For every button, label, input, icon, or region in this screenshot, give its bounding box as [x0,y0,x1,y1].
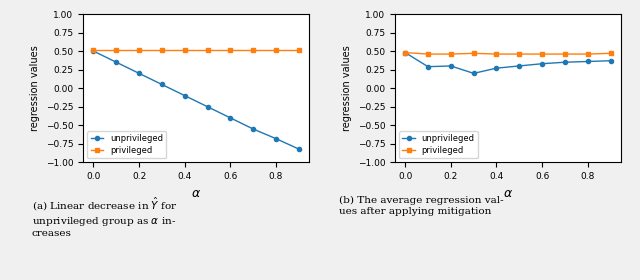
privileged [561,52,569,56]
privileged [158,48,166,51]
X-axis label: α: α [504,187,512,200]
privileged [227,48,234,51]
unprivileged [295,147,303,151]
unprivileged [538,62,546,66]
unprivileged [470,72,477,75]
privileged [447,52,454,56]
Y-axis label: regression values: regression values [30,45,40,131]
privileged [90,48,97,51]
privileged [295,48,303,51]
privileged [538,52,546,56]
privileged [470,52,477,55]
unprivileged [515,64,523,68]
Line: privileged: privileged [92,48,301,52]
unprivileged [227,116,234,120]
privileged [250,48,257,51]
privileged [204,48,211,51]
Line: unprivileged: unprivileged [92,49,301,151]
privileged [515,52,523,56]
Text: (a) Linear decrease in $\hat{Y}$ for
unprivileged group as $\alpha$ in-
creases: (a) Linear decrease in $\hat{Y}$ for unp… [32,196,178,239]
Line: unprivileged: unprivileged [403,50,612,75]
unprivileged [158,83,166,86]
Legend: unprivileged, privileged: unprivileged, privileged [399,131,478,158]
unprivileged [204,105,211,108]
privileged [272,48,280,51]
unprivileged [272,137,280,140]
unprivileged [135,72,143,75]
X-axis label: α: α [192,187,200,200]
unprivileged [181,94,189,97]
Y-axis label: regression values: regression values [342,45,352,131]
privileged [424,52,432,56]
unprivileged [113,60,120,64]
Text: (b) The average regression val-
ues after applying mitigation: (b) The average regression val- ues afte… [339,196,504,216]
unprivileged [401,51,409,54]
privileged [135,48,143,51]
unprivileged [607,59,614,62]
Legend: unprivileged, privileged: unprivileged, privileged [88,131,166,158]
unprivileged [250,127,257,131]
privileged [113,48,120,51]
unprivileged [447,64,454,68]
unprivileged [493,66,500,70]
unprivileged [561,60,569,64]
privileged [607,52,614,55]
privileged [181,48,189,51]
privileged [493,52,500,56]
privileged [401,51,409,54]
unprivileged [424,65,432,68]
Line: privileged: privileged [403,50,612,56]
privileged [584,52,591,56]
unprivileged [90,49,97,53]
unprivileged [584,60,591,63]
